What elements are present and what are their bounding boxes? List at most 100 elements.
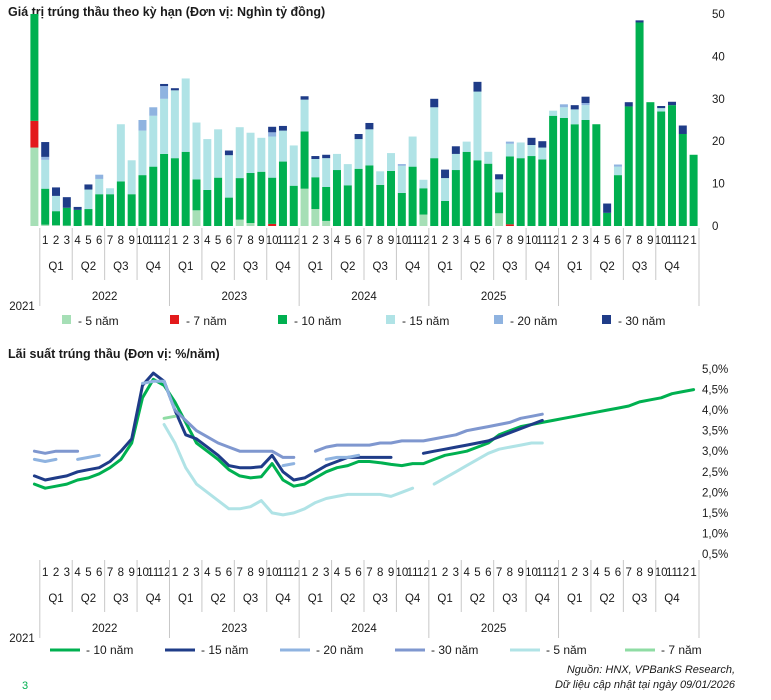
bar-segment: [495, 179, 504, 193]
bar-segment: [160, 98, 169, 154]
line-quarter-label: Q2: [470, 593, 485, 605]
bar-segment: [84, 184, 93, 190]
line-legend-label: - 5 năm: [546, 643, 587, 657]
line-month-label: 7: [496, 567, 502, 579]
line-month-label: 5: [85, 567, 91, 579]
bar-month-label: 10: [655, 235, 668, 247]
bar-segment: [613, 175, 622, 226]
bar-segment: [430, 107, 439, 159]
bar-segment: [678, 133, 687, 226]
bar-quarter-label: Q4: [146, 261, 162, 273]
line-month-label: 9: [258, 567, 264, 579]
bar-y-tick-label: 20: [712, 136, 725, 148]
bar-month-label: 11: [666, 235, 678, 247]
line-month-label: 11: [277, 567, 289, 579]
line-y-tick-label: 2,0%: [702, 487, 728, 499]
bar-month-label: 10: [525, 235, 538, 247]
bar-segment: [73, 209, 82, 226]
bar-segment: [181, 151, 190, 226]
bar-quarter-label: Q4: [405, 261, 421, 273]
bar-quarter-label: Q4: [664, 261, 680, 273]
bar-segment: [127, 160, 136, 195]
bar-month-label: 12: [417, 235, 430, 247]
bar-month-label: 3: [453, 235, 459, 247]
bar-segment: [397, 164, 406, 166]
line-quarter-label: Q4: [535, 593, 551, 605]
bar-segment: [451, 146, 460, 154]
bar-segment: [495, 174, 504, 180]
bar-segment: [657, 106, 666, 109]
line-quarter-label: Q4: [275, 593, 291, 605]
bar-segment: [549, 115, 558, 226]
line-month-label: 11: [407, 567, 419, 579]
bar-month-label: 9: [128, 235, 134, 247]
bar-segment: [387, 170, 396, 226]
line-month-label: 7: [237, 567, 243, 579]
bar-segment: [311, 156, 320, 160]
bar-segment: [138, 175, 147, 226]
bar-segment: [505, 141, 514, 144]
bar-quarter-label: Q3: [243, 261, 258, 273]
bar-segment: [451, 153, 460, 171]
bar-month-label: 5: [345, 235, 351, 247]
bar-y-tick-label: 40: [712, 51, 725, 63]
bar-month-label: 1: [690, 235, 696, 247]
bar-month-label: 1: [172, 235, 178, 247]
line-y-tick-label: 2,5%: [702, 467, 728, 479]
bar-month-label: 5: [604, 235, 610, 247]
bar-month-label: 3: [323, 235, 329, 247]
bar-month-label: 7: [237, 235, 243, 247]
bar-segment: [170, 88, 179, 91]
line-month-label: 10: [266, 567, 279, 579]
bar-month-label: 9: [258, 235, 264, 247]
bar-quarter-label: Q4: [535, 261, 551, 273]
bar-segment: [365, 122, 374, 130]
bar-segment: [332, 153, 341, 171]
bar-segment: [624, 102, 633, 107]
line-quarter-label: Q3: [502, 593, 517, 605]
line-quarter-label: Q1: [178, 593, 193, 605]
bar-segment: [289, 185, 298, 226]
line-month-label: 6: [485, 567, 491, 579]
line-month-label: 8: [377, 567, 383, 579]
bar-segment: [613, 164, 622, 167]
bar-segment: [376, 171, 385, 185]
bar-segment: [192, 179, 201, 211]
line-month-label: 2: [442, 567, 448, 579]
bar-segment: [84, 225, 93, 226]
line-month-label: 10: [525, 567, 538, 579]
bar-month-label: 7: [626, 235, 632, 247]
bar-legend-swatch: [602, 315, 611, 324]
bar-segment: [592, 124, 601, 226]
bar-month-label: 7: [366, 235, 372, 247]
bar-segment: [322, 154, 331, 159]
line-month-label: 5: [215, 567, 221, 579]
bar-month-label: 4: [463, 235, 470, 247]
bar-y-tick-label: 30: [712, 94, 725, 106]
bar-quarter-label: Q4: [275, 261, 291, 273]
bar-month-label: 6: [226, 235, 232, 247]
bar-segment: [214, 177, 223, 226]
bar-segment: [160, 86, 169, 99]
bar-month-label: 5: [215, 235, 221, 247]
bar-month-label: 11: [536, 235, 548, 247]
bar-segment: [52, 211, 61, 226]
bar-month-label: 4: [593, 235, 600, 247]
line-y-tick-label: 1,0%: [702, 528, 728, 540]
bar-segment: [278, 161, 287, 226]
bar-month-label: 12: [547, 235, 560, 247]
line-month-label: 4: [74, 567, 81, 579]
bar-segment: [41, 156, 50, 160]
bar-segment: [268, 177, 277, 224]
bar-segment: [462, 141, 471, 152]
bar-segment: [570, 109, 579, 125]
bar-segment: [311, 159, 320, 178]
bar-legend-label: - 5 năm: [78, 314, 119, 328]
bar-month-label: 1: [301, 235, 307, 247]
line-quarter-label: Q4: [664, 593, 680, 605]
bar-month-label: 3: [193, 235, 199, 247]
line-legend-label: - 7 năm: [661, 643, 702, 657]
bar-segment: [52, 195, 61, 212]
bar-segment: [603, 203, 612, 213]
bar-segment: [462, 151, 471, 226]
